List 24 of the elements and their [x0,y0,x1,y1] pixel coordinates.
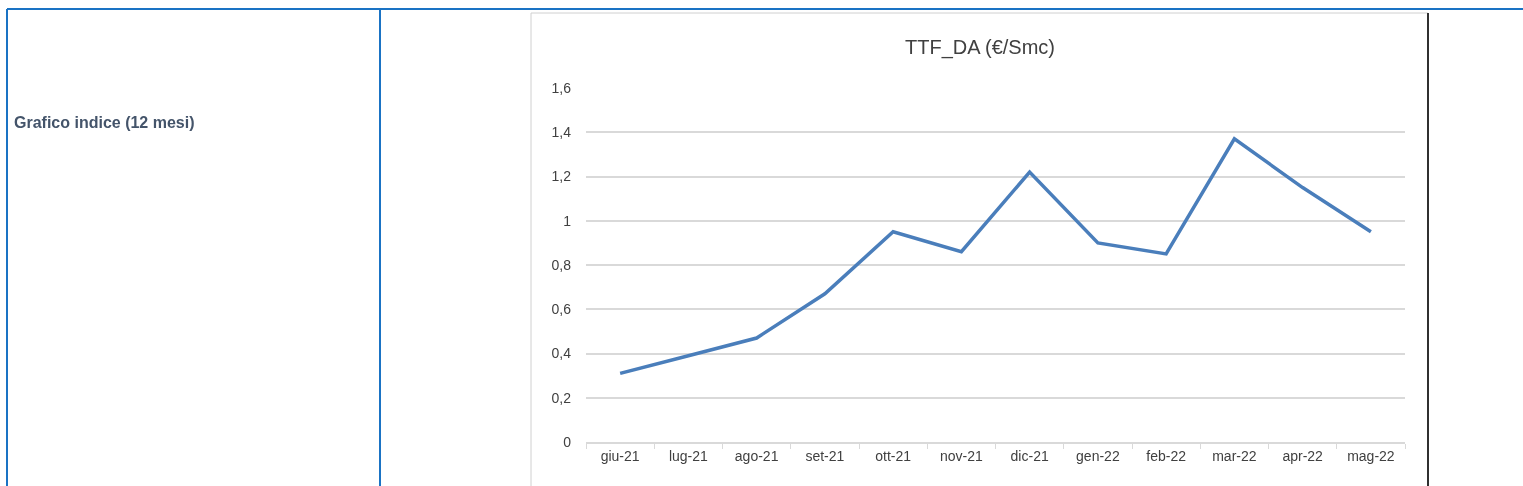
x-tick-label: dic-21 [1010,447,1049,464]
y-tick-label: 1,6 [551,79,572,96]
line-series [618,137,1373,376]
x-tick-label: apr-22 [1282,447,1324,464]
x-tick-label: gen-22 [1076,447,1120,464]
x-tick-label: feb-22 [1146,447,1187,464]
y-tick-label: 0,4 [551,345,572,362]
text: Grafico indice (12 mesi) [14,114,195,131]
y-tick-label: 1,2 [551,168,572,185]
x-tick-label: giu-21 [600,447,640,464]
x-tick-label: set-21 [805,447,845,464]
y-tick-label: 1,4 [551,124,572,141]
x-tick-label: mar-22 [1212,447,1257,464]
y-tick-label: 0 [563,433,572,450]
y-tick-label: 1 [563,212,572,229]
x-tick-label: lug-21 [668,447,709,464]
chart-title: TTF_DA (€/Smc) [904,36,1056,59]
x-tick-label: ott-21 [875,447,912,464]
x-tick-label: ago-21 [734,447,779,464]
y-tick-label: 0,6 [551,301,572,318]
y-tick-label: 0,8 [551,256,572,273]
x-tick-label: mag-22 [1347,447,1395,464]
x-tick-label: nov-21 [939,447,983,464]
y-tick-label: 0,2 [551,389,572,406]
